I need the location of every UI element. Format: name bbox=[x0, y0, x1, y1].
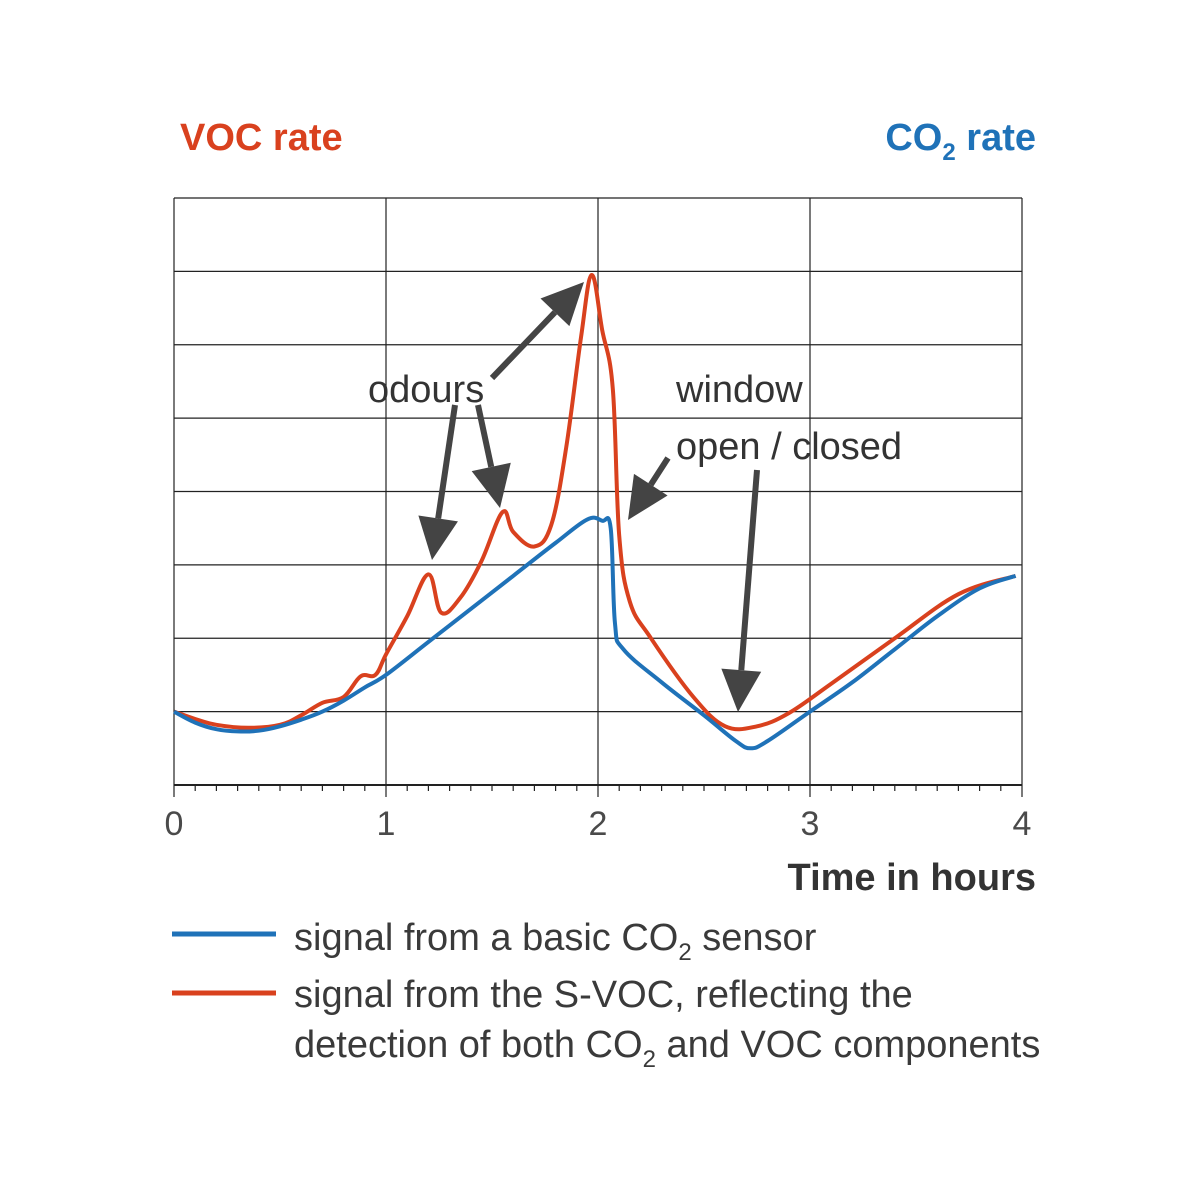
x-tick-label: 2 bbox=[589, 805, 608, 843]
co2-signal-line bbox=[173, 515, 1017, 751]
voc-rate-label: VOC rate bbox=[180, 117, 343, 159]
svoc-signal-line bbox=[173, 272, 1017, 732]
arrow-head bbox=[418, 515, 458, 560]
arrow-shaft bbox=[475, 404, 495, 468]
window-annotation-line1: window bbox=[675, 369, 803, 411]
co2-rate-label: CO2 rate bbox=[885, 117, 1036, 166]
minor-ticks bbox=[173, 785, 1023, 797]
co2-rate-base: CO bbox=[885, 117, 942, 159]
x-tick-label: 1 bbox=[377, 805, 396, 843]
legend-text-part: sensor bbox=[692, 917, 817, 959]
x-tick-label: 3 bbox=[801, 805, 820, 843]
odours-annotation: odours bbox=[368, 369, 484, 411]
legend-text-part: signal from a basic CO bbox=[294, 917, 678, 959]
arrow-head bbox=[721, 668, 762, 712]
legend-entry: signal from a basic CO2 sensor bbox=[294, 917, 817, 966]
legend-text-part: detection of both CO bbox=[294, 1024, 643, 1066]
x-tick-labels: 0 1 2 3 4 bbox=[165, 805, 1032, 843]
legend-entry: signal from the S-VOC, reflecting the bbox=[294, 974, 913, 1016]
legend-entry: detection of both CO2 and VOC components bbox=[294, 1024, 1040, 1073]
grid bbox=[173, 197, 1023, 786]
arrow-shaft bbox=[738, 469, 760, 671]
x-tick-label: 0 bbox=[165, 805, 184, 843]
annotation-arrows bbox=[418, 282, 762, 712]
legend-text-part: signal from the S-VOC, reflecting the bbox=[294, 974, 913, 1016]
legend-subscript: 2 bbox=[678, 939, 691, 966]
arrow-head bbox=[471, 462, 511, 508]
window-annotation-line2: open / closed bbox=[676, 426, 902, 468]
legend-subscript: 2 bbox=[643, 1046, 656, 1073]
arrow-head bbox=[628, 473, 668, 520]
legend-text-part: and VOC components bbox=[656, 1024, 1040, 1066]
x-tick-label: 4 bbox=[1013, 805, 1032, 843]
x-axis-label: Time in hours bbox=[788, 857, 1036, 899]
co2-rate-subscript: 2 bbox=[942, 139, 955, 166]
arrow-head bbox=[540, 282, 584, 327]
arrow-shaft bbox=[435, 404, 458, 519]
arrow-shaft bbox=[648, 456, 671, 487]
co2-rate-suffix: rate bbox=[956, 117, 1036, 159]
arrow-shaft bbox=[489, 310, 558, 381]
